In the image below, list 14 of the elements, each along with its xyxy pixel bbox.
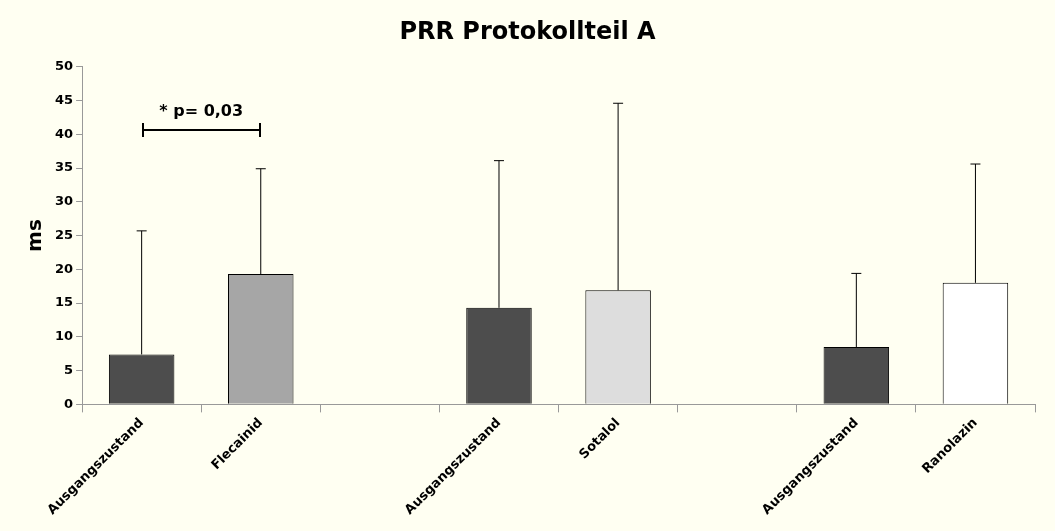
y-tick-label: 15 [55, 294, 74, 310]
y-tick-label: 0 [64, 395, 74, 411]
y-axis-title: ms [22, 219, 47, 252]
y-tick-label: 5 [64, 361, 74, 377]
y-tick-label: 10 [55, 328, 74, 344]
y-tick-label: 35 [55, 159, 74, 175]
y-tick-label: 45 [55, 91, 74, 107]
y-tick-label: 40 [55, 125, 74, 141]
annotation: * p= 0,03 [158, 100, 245, 120]
y-tick-label: 30 [55, 193, 74, 209]
y-tick-label: 25 [55, 226, 74, 242]
y-tick-label: 50 [55, 58, 74, 74]
y-tick-label: 20 [55, 260, 74, 276]
chart-title: PRR Protokollteil A [399, 16, 657, 45]
